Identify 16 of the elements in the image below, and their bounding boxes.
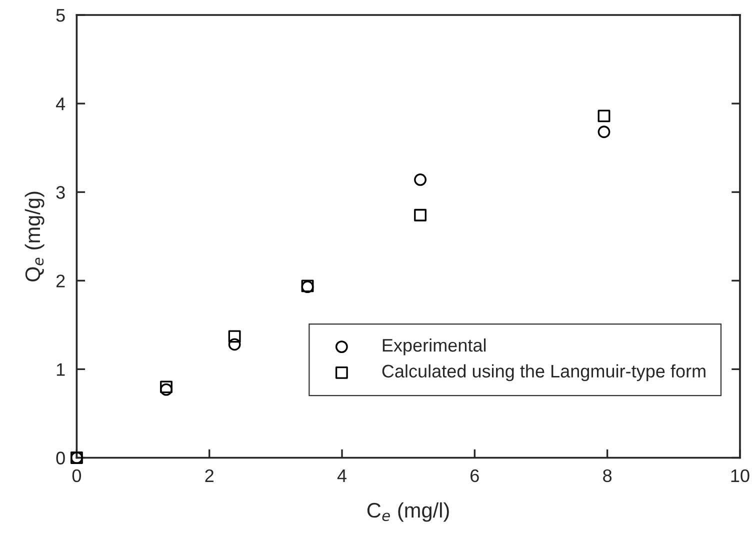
x-tick-label: 6 [470, 469, 479, 482]
y-tick-label: 2 [56, 274, 65, 288]
legend-label: Calculated using the Langmuir-type form [382, 364, 706, 382]
x-tick-label: 8 [603, 469, 612, 482]
x-tick-label: 2 [205, 469, 214, 482]
x-tick-label: 10 [731, 469, 750, 482]
x-tick-label: 0 [72, 469, 82, 482]
y-tick-label: 4 [56, 98, 66, 110]
x-tick-label: 4 [337, 470, 346, 482]
x-axis-title: C$_{e}$ (mg/l) [367, 502, 449, 522]
y-tick-label: 0 [56, 452, 65, 464]
legend-label: Experimental [382, 338, 486, 356]
y-tick-label: 3 [56, 186, 65, 199]
y-axis-title: Q$_{e}$ (mg/g) [24, 192, 44, 282]
y-tick-label: 1 [56, 363, 65, 376]
y-tick-label: 5 [56, 9, 65, 22]
